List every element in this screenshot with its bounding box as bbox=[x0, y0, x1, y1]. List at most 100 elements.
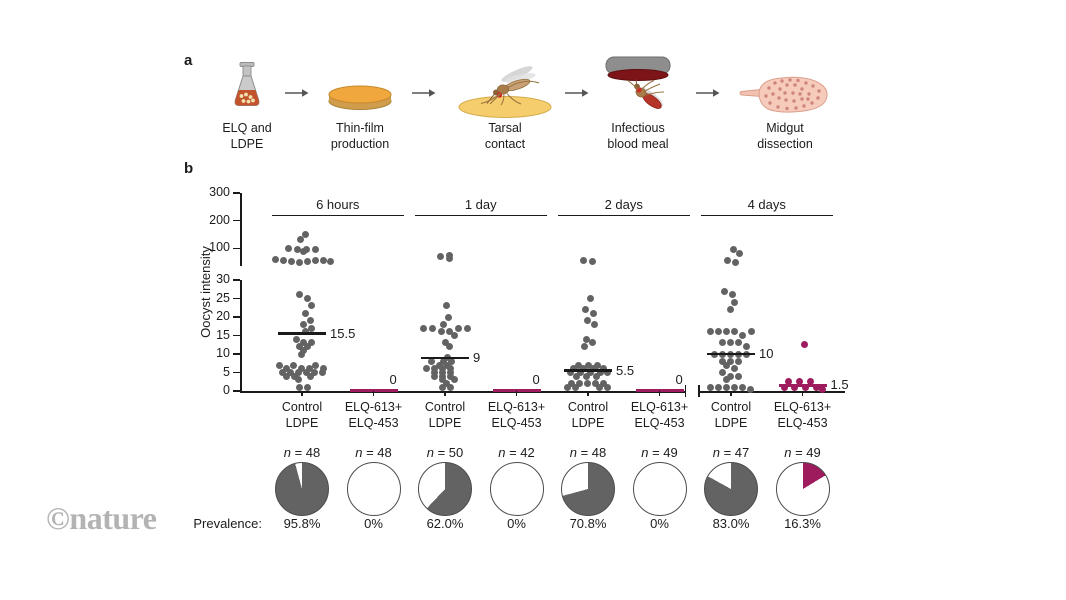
median-line bbox=[349, 389, 398, 393]
data-point bbox=[293, 245, 301, 253]
data-point bbox=[579, 256, 587, 264]
x-category-label: ELQ-613+ ELQ-453 bbox=[344, 400, 403, 431]
group-header-label: 6 hours bbox=[316, 197, 360, 212]
petri-dish-icon bbox=[328, 85, 392, 110]
data-point bbox=[791, 383, 798, 391]
median-line bbox=[635, 389, 684, 393]
sample-size-label: n = 50 bbox=[426, 445, 464, 460]
mosquito-tarsal-contact-icon bbox=[458, 66, 552, 118]
data-point bbox=[591, 380, 599, 388]
data-point bbox=[575, 380, 583, 388]
y-axis-tick bbox=[233, 316, 240, 318]
data-point bbox=[722, 383, 730, 391]
data-point bbox=[730, 365, 738, 373]
panel-b-label: b bbox=[184, 160, 194, 177]
data-point bbox=[307, 324, 315, 332]
prevalence-pie bbox=[704, 462, 758, 516]
data-point bbox=[319, 256, 327, 264]
data-point bbox=[428, 324, 436, 332]
data-point bbox=[311, 257, 319, 265]
median-line bbox=[778, 384, 827, 387]
data-point bbox=[738, 383, 746, 391]
data-point bbox=[599, 365, 607, 373]
y-axis-tick bbox=[233, 371, 240, 374]
data-point bbox=[297, 365, 305, 373]
data-point bbox=[319, 365, 327, 373]
n-symbol: n bbox=[283, 445, 291, 460]
data-point bbox=[582, 335, 590, 343]
data-point bbox=[731, 258, 739, 266]
sample-size-label: n = 48 bbox=[355, 445, 392, 460]
data-point bbox=[588, 257, 596, 265]
prevalence-pie bbox=[489, 462, 544, 516]
data-point bbox=[311, 361, 319, 369]
data-point bbox=[603, 383, 611, 391]
data-point bbox=[720, 287, 728, 295]
group-header-line bbox=[558, 215, 690, 217]
data-point bbox=[722, 328, 730, 336]
y-axis-tick bbox=[233, 334, 240, 337]
data-point bbox=[297, 350, 305, 358]
data-point bbox=[438, 376, 446, 384]
data-point bbox=[722, 376, 730, 384]
y-axis-tick bbox=[233, 247, 240, 250]
data-point bbox=[576, 369, 584, 376]
data-point bbox=[590, 320, 598, 328]
data-point bbox=[583, 380, 591, 388]
data-point bbox=[307, 339, 315, 347]
data-point bbox=[301, 231, 309, 239]
data-point bbox=[454, 324, 462, 332]
prevalence-pie bbox=[346, 462, 401, 516]
data-point bbox=[438, 369, 446, 376]
data-point bbox=[275, 361, 283, 369]
data-point bbox=[726, 306, 734, 314]
data-point bbox=[569, 365, 577, 373]
n-symbol: n bbox=[355, 445, 363, 460]
data-point bbox=[579, 365, 587, 373]
n-symbol: n bbox=[712, 445, 720, 460]
data-point bbox=[730, 328, 738, 336]
data-point bbox=[310, 369, 318, 376]
x-axis-tick bbox=[730, 391, 732, 396]
data-point bbox=[289, 361, 297, 369]
median-label: 0 bbox=[675, 372, 683, 387]
data-point bbox=[735, 249, 743, 257]
data-point bbox=[819, 385, 826, 393]
data-point bbox=[730, 298, 738, 306]
data-point bbox=[734, 339, 742, 347]
data-point bbox=[442, 380, 450, 388]
y-axis-tick-label: 5 bbox=[223, 364, 230, 379]
data-point bbox=[722, 361, 730, 369]
data-point bbox=[596, 369, 604, 376]
median-label: 9 bbox=[473, 349, 481, 365]
data-point bbox=[284, 244, 292, 252]
step-label-elq-ldpe: ELQ and LDPE bbox=[222, 121, 272, 151]
x-category-label: Control LDPE bbox=[567, 400, 609, 431]
y-axis-tick-label: 30 bbox=[216, 272, 230, 286]
x-axis-tick bbox=[301, 391, 303, 396]
data-point bbox=[439, 357, 447, 365]
prevalence-value: 95.8% bbox=[283, 516, 321, 531]
data-point bbox=[306, 372, 314, 380]
data-point bbox=[295, 343, 303, 351]
data-point bbox=[726, 339, 734, 347]
data-point bbox=[303, 383, 311, 391]
data-point bbox=[446, 369, 454, 376]
data-point bbox=[734, 357, 742, 365]
data-point bbox=[292, 335, 300, 343]
y-axis-tick-label: 15 bbox=[216, 327, 230, 342]
data-point bbox=[582, 372, 590, 380]
median-label: 10 bbox=[759, 346, 774, 361]
x-category-label: Control LDPE bbox=[281, 400, 323, 431]
data-point bbox=[746, 385, 754, 393]
data-point bbox=[326, 258, 334, 266]
data-point bbox=[306, 317, 314, 325]
data-point bbox=[303, 257, 311, 265]
y-axis-tick-label: 200 bbox=[209, 212, 230, 227]
arrow-icon bbox=[565, 89, 589, 97]
sample-size-label: n = 49 bbox=[784, 445, 821, 460]
data-point bbox=[589, 365, 597, 373]
data-point bbox=[729, 245, 737, 253]
prevalence-pie bbox=[561, 462, 615, 516]
data-point bbox=[311, 245, 319, 253]
